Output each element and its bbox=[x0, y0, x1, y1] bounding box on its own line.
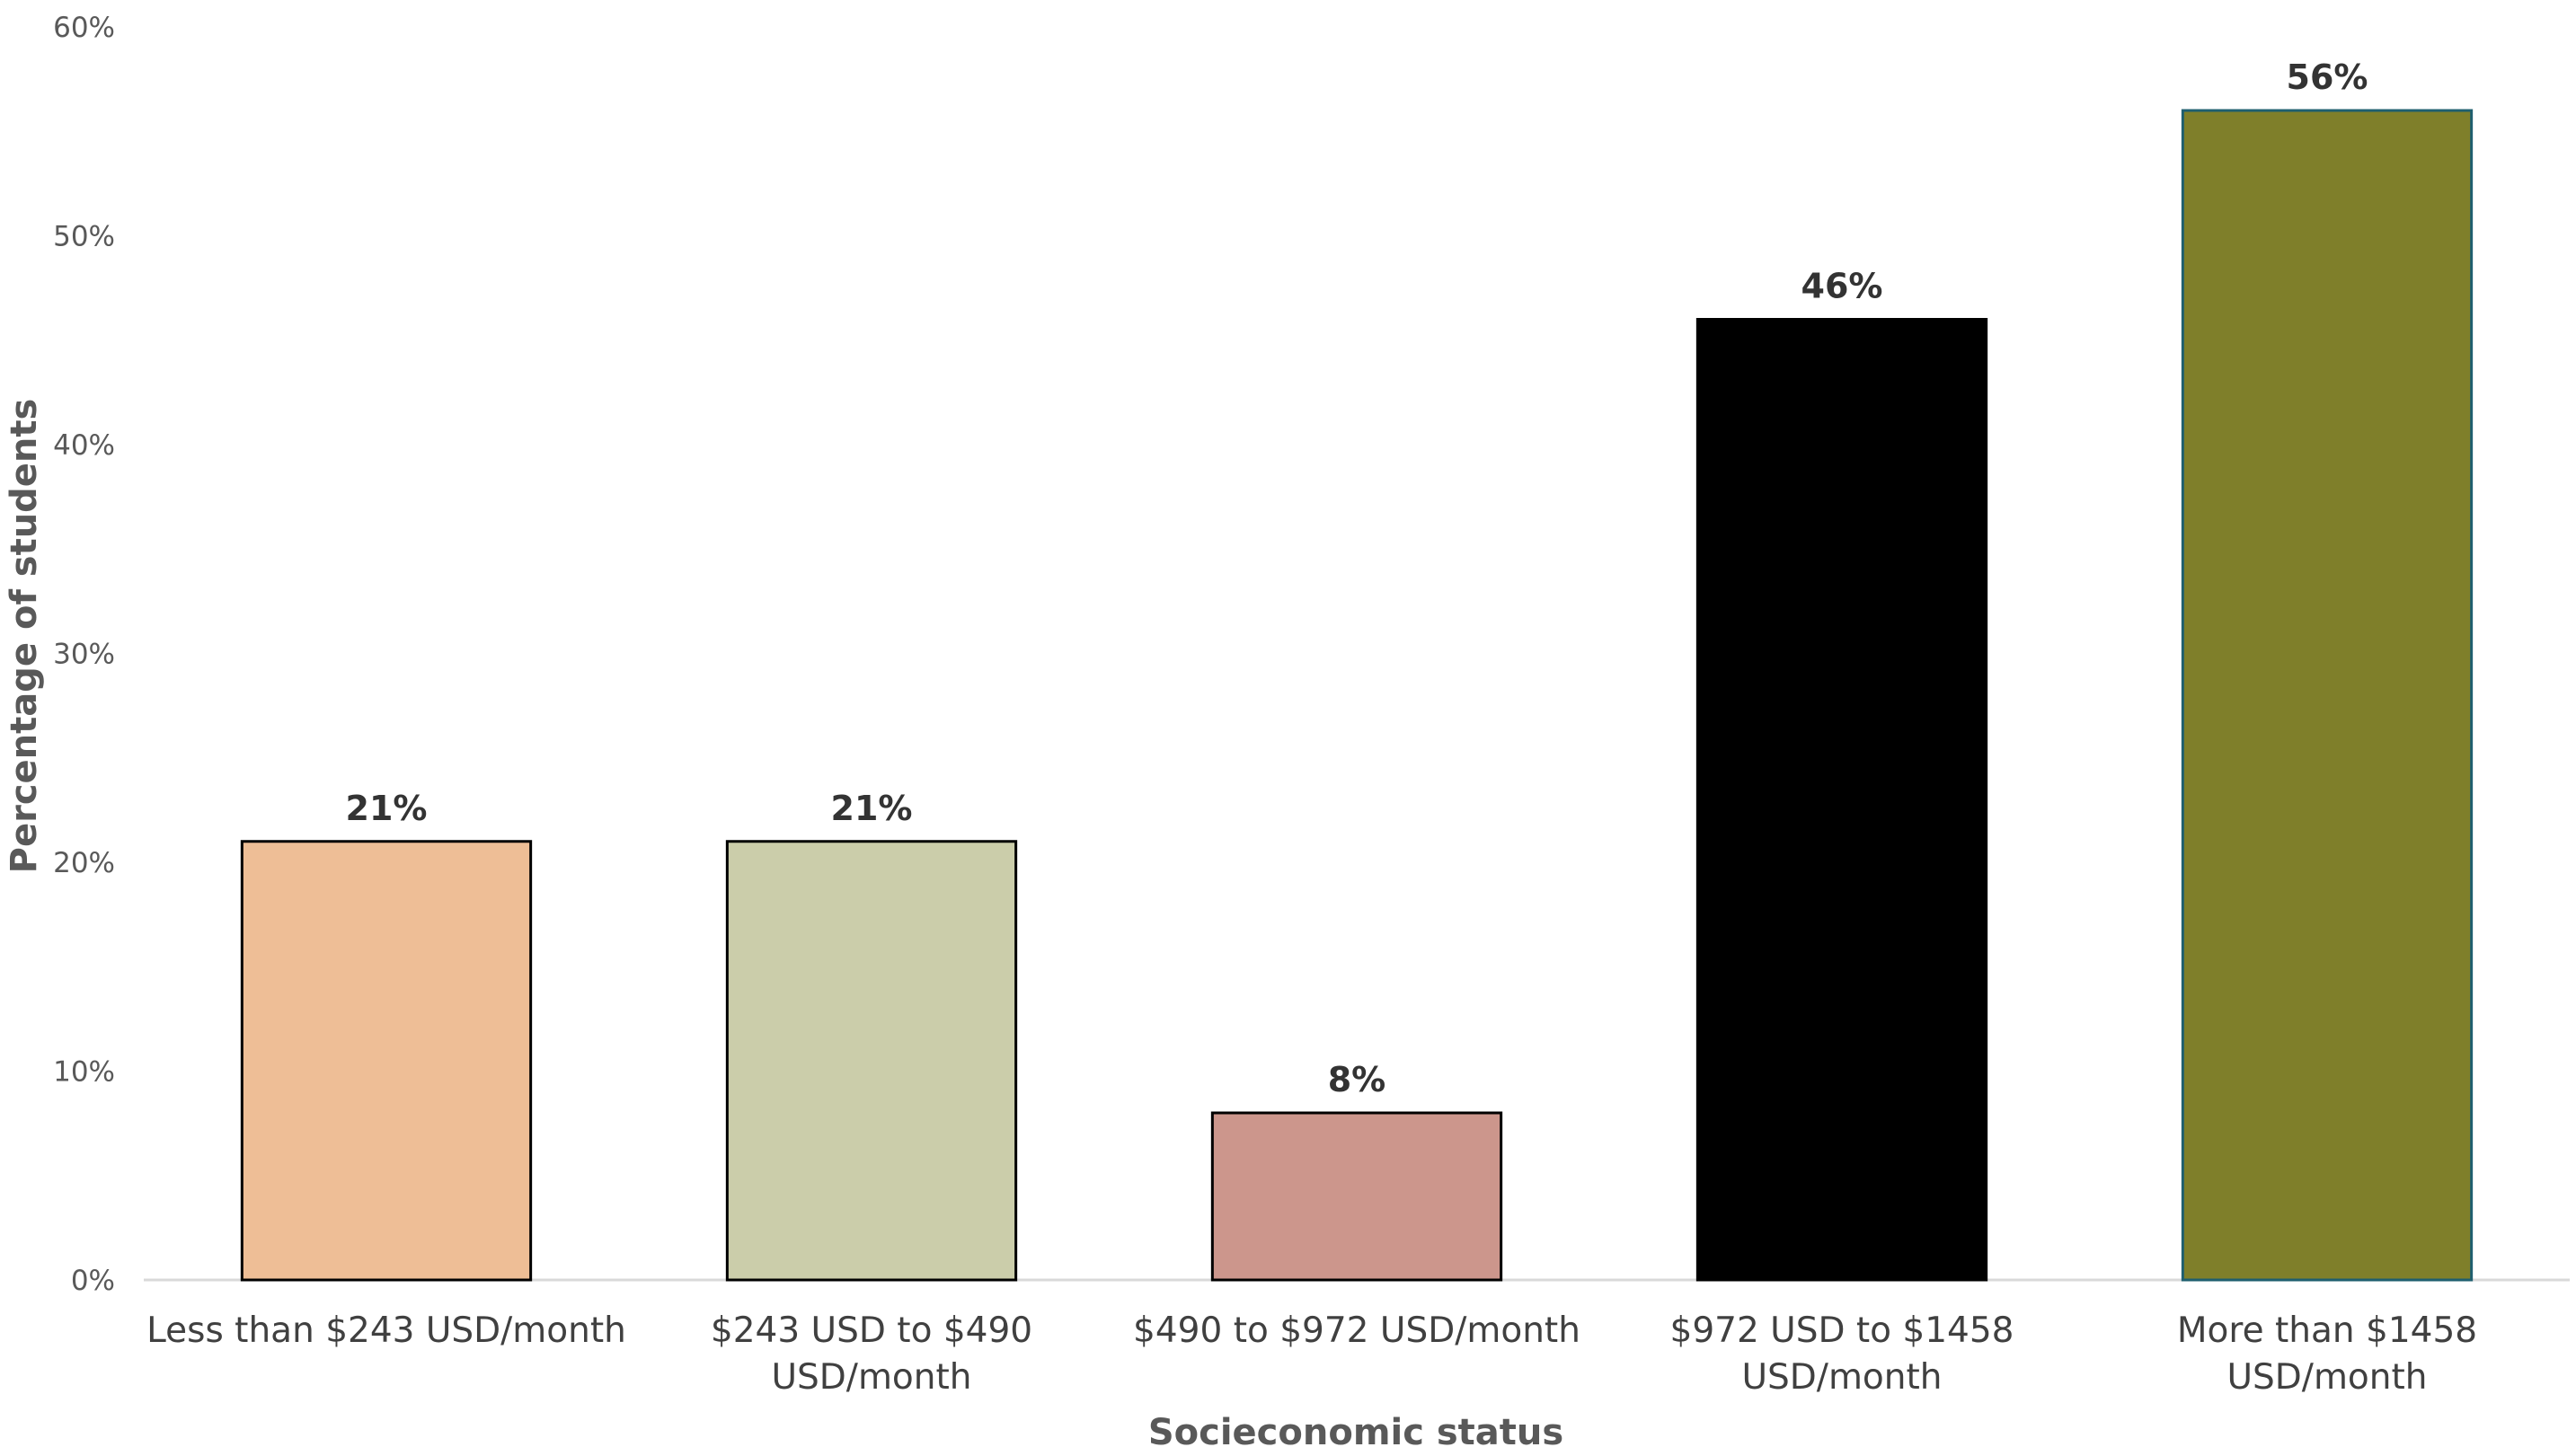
y-tick-label: 10% bbox=[53, 1056, 115, 1089]
data-labels: 21% 21% 8% 46% 56% bbox=[346, 57, 2368, 1099]
y-tick-label: 60% bbox=[53, 12, 115, 44]
x-tick-label: $490 to $972 USD/month bbox=[1133, 1310, 1580, 1351]
data-label: 46% bbox=[1801, 267, 1883, 306]
y-axis-ticks: 0% 10% 20% 30% 40% 50% 60% bbox=[53, 12, 115, 1297]
bars bbox=[240, 109, 2474, 1282]
y-axis-title: Percentage of students bbox=[4, 399, 45, 874]
x-tick-label: More than $1458 USD/month bbox=[2177, 1310, 2477, 1398]
x-tick-label: Less than $243 USD/month bbox=[146, 1310, 626, 1351]
y-tick-label: 30% bbox=[53, 639, 115, 671]
x-axis-ticks: Less than $243 USD/month $243 USD to $490… bbox=[146, 1310, 2477, 1398]
data-label: 21% bbox=[346, 789, 428, 828]
y-tick-label: 0% bbox=[71, 1265, 115, 1297]
bar bbox=[2181, 109, 2474, 1282]
y-tick-label: 50% bbox=[53, 221, 115, 253]
bar bbox=[240, 840, 533, 1282]
bar bbox=[725, 840, 1018, 1282]
x-tick-label: $972 USD to $1458 USD/month bbox=[1670, 1310, 2014, 1398]
data-label: 21% bbox=[831, 789, 913, 828]
data-label: 8% bbox=[1328, 1060, 1386, 1099]
y-tick-label: 20% bbox=[53, 847, 115, 879]
data-label: 56% bbox=[2287, 57, 2368, 97]
bar bbox=[1210, 1111, 1503, 1282]
x-axis-title: Socieconomic status bbox=[1148, 1412, 1563, 1453]
bar bbox=[1695, 318, 1988, 1282]
x-tick-label: $243 USD to $490 USD/month bbox=[711, 1310, 1032, 1398]
y-tick-label: 40% bbox=[53, 429, 115, 462]
